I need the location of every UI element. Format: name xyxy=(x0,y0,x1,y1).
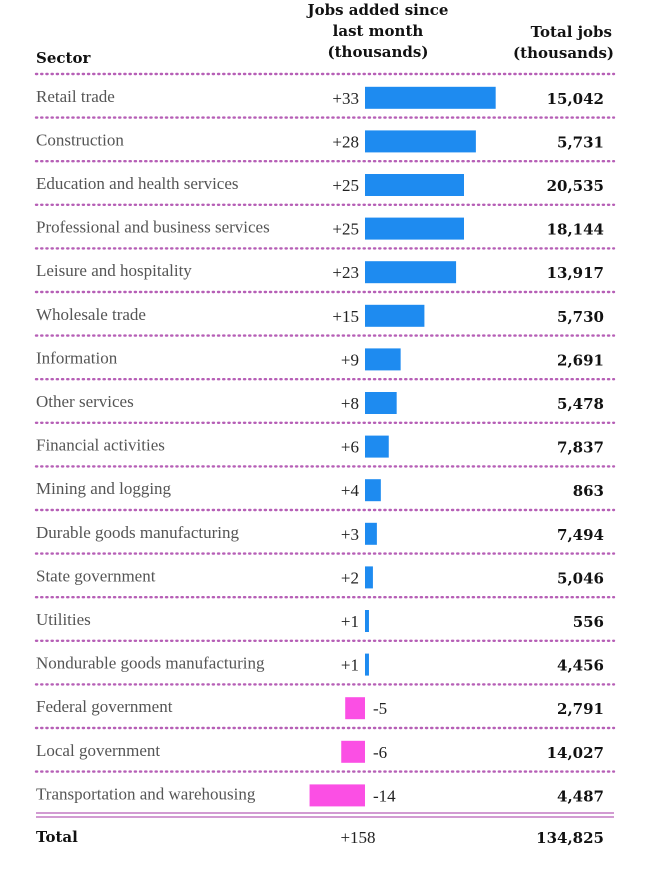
job-gain-bar xyxy=(365,522,377,545)
table-row: Utilities +1 556 xyxy=(36,610,604,632)
change-label: +23 xyxy=(332,263,359,282)
total-jobs-label: 4,487 xyxy=(557,787,604,805)
total-jobs-label: 7,837 xyxy=(557,439,604,457)
total-jobs-label: 20,535 xyxy=(547,177,604,195)
total-jobs-label: 14,027 xyxy=(547,744,604,762)
table-row: Durable goods manufacturing +3 7,494 xyxy=(36,522,604,545)
table-row: Education and health services +25 20,535 xyxy=(36,174,604,196)
job-loss-bar xyxy=(309,784,365,807)
total-jobs-label: 556 xyxy=(573,613,604,631)
total-jobs-label: 2,791 xyxy=(557,700,604,718)
sector-label: Education and health services xyxy=(36,174,239,193)
job-gain-bar xyxy=(365,348,401,371)
sector-label: Transportation and warehousing xyxy=(36,784,256,803)
job-gain-bar xyxy=(365,217,464,240)
job-gain-bar xyxy=(365,479,381,502)
change-label: +1 xyxy=(341,612,359,631)
total-jobs-label: 863 xyxy=(573,482,604,500)
change-label: -14 xyxy=(373,786,396,805)
total-jobs-label: 5,731 xyxy=(557,133,604,151)
total-jobs-label: 4,456 xyxy=(557,657,604,675)
sector-label: Other services xyxy=(36,392,134,411)
job-gain-bar xyxy=(365,261,457,284)
sector-label: Federal government xyxy=(36,697,173,716)
job-gain-bar xyxy=(365,435,389,458)
change-label: +2 xyxy=(341,568,359,587)
table-row: Professional and business services +25 18,… xyxy=(36,217,604,240)
sector-label: Leisure and hospitality xyxy=(36,261,192,280)
sector-label: State government xyxy=(36,566,156,585)
total-jobs-label: 7,494 xyxy=(557,526,604,544)
total-jobs-label: 2,691 xyxy=(557,351,604,369)
change-column-header-line-3: (thousands) xyxy=(328,43,429,61)
job-loss-bar xyxy=(341,740,365,763)
table-row: Mining and logging +4 863 xyxy=(36,479,604,502)
table-row: Wholesale trade +15 5,730 xyxy=(36,304,604,327)
total-column-header-line-1: Total jobs xyxy=(531,23,612,41)
job-gain-bar xyxy=(365,610,369,632)
total-row-jobs: 134,825 xyxy=(536,829,604,847)
change-label: +8 xyxy=(341,394,359,413)
job-gain-bar xyxy=(365,566,373,589)
change-label: +4 xyxy=(341,481,360,500)
total-column-header-line-2: (thousands) xyxy=(513,44,614,62)
job-loss-bar xyxy=(345,697,365,720)
table-row: Information +9 2,691 xyxy=(36,348,604,371)
table-header: Sector Jobs added since last month (thou… xyxy=(36,1,614,67)
table-row: Construction +28 5,731 xyxy=(36,130,604,153)
sector-label: Retail trade xyxy=(36,87,115,106)
total-jobs-label: 15,042 xyxy=(547,90,604,108)
sector-label: Financial activities xyxy=(36,436,165,455)
table-row: Financial activities +6 7,837 xyxy=(36,435,604,458)
sector-label: Utilities xyxy=(36,610,91,629)
table-row: State government +2 5,046 xyxy=(36,566,604,589)
table-row: Leisure and hospitality +23 13,917 xyxy=(36,261,604,284)
job-gain-bar xyxy=(365,86,496,109)
change-label: +28 xyxy=(332,132,359,151)
sector-label: Wholesale trade xyxy=(36,305,146,324)
total-row-change: +158 xyxy=(340,828,375,847)
change-column-header-line-1: Jobs added since xyxy=(306,1,449,19)
total-jobs-label: 5,478 xyxy=(557,395,604,413)
job-gain-bar xyxy=(365,653,369,676)
sector-label: Local government xyxy=(36,741,160,760)
change-label: +1 xyxy=(341,656,359,675)
change-label: +25 xyxy=(332,176,359,195)
job-gain-bar xyxy=(365,130,476,153)
change-label: +25 xyxy=(332,220,359,239)
table-row: Nondurable goods manufacturing +1 4,456 xyxy=(36,653,604,676)
sector-label: Professional and business services xyxy=(36,218,270,237)
job-gain-bar xyxy=(365,392,397,414)
job-gain-bar xyxy=(365,304,425,327)
change-label: +9 xyxy=(341,350,359,369)
change-label: +15 xyxy=(332,307,359,326)
job-gain-bar xyxy=(365,174,464,196)
total-jobs-label: 18,144 xyxy=(547,221,604,239)
sector-column-header: Sector xyxy=(36,49,91,67)
sector-label: Durable goods manufacturing xyxy=(36,523,239,542)
change-label: -5 xyxy=(373,699,387,718)
change-label: -6 xyxy=(373,743,387,762)
total-jobs-label: 5,046 xyxy=(557,569,604,587)
table-row: Federal government -5 2,791 xyxy=(36,697,604,720)
total-row-label: Total xyxy=(36,828,78,846)
change-label: +33 xyxy=(332,89,359,108)
change-label: +6 xyxy=(341,438,359,457)
total-jobs-label: 13,917 xyxy=(547,264,604,282)
table-row: Local government -6 14,027 xyxy=(36,740,604,763)
table-row: Other services +8 5,478 xyxy=(36,392,604,414)
total-jobs-label: 5,730 xyxy=(557,308,604,326)
table-rows: Retail trade +33 15,042 Construction +28 5,73… xyxy=(34,72,616,807)
table-row: Retail trade +33 15,042 xyxy=(36,86,604,109)
change-label: +3 xyxy=(341,525,359,544)
sector-label: Construction xyxy=(36,130,124,149)
change-column-header-line-2: last month xyxy=(333,22,424,40)
table-row: Transportation and warehousing -14 4,487 xyxy=(36,784,604,807)
sector-label: Nondurable goods manufacturing xyxy=(36,654,265,673)
sector-label: Mining and logging xyxy=(36,479,172,498)
total-row: Total +158 134,825 xyxy=(36,812,614,847)
sector-label: Information xyxy=(36,348,118,367)
